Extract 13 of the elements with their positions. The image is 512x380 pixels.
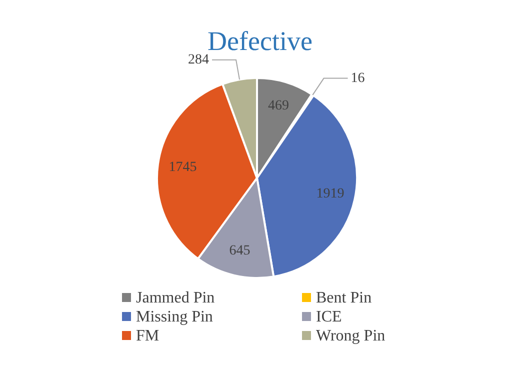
chart-title: Defective xyxy=(208,26,312,56)
data-label: 1745 xyxy=(168,160,197,176)
data-label: 469 xyxy=(268,98,289,114)
data-label: 1919 xyxy=(316,186,344,202)
data-label: 645 xyxy=(229,243,250,258)
legend-label: Bent Pin xyxy=(316,290,372,306)
legend-label: FM xyxy=(136,328,160,344)
legend-label: Jammed Pin xyxy=(136,290,215,306)
data-label: 284 xyxy=(188,52,210,68)
data-label: 16 xyxy=(350,70,365,86)
legend-label: ICE xyxy=(316,308,342,326)
legend-label: Missing Pin xyxy=(136,308,213,326)
legend-label: Wrong Pin xyxy=(316,328,386,344)
